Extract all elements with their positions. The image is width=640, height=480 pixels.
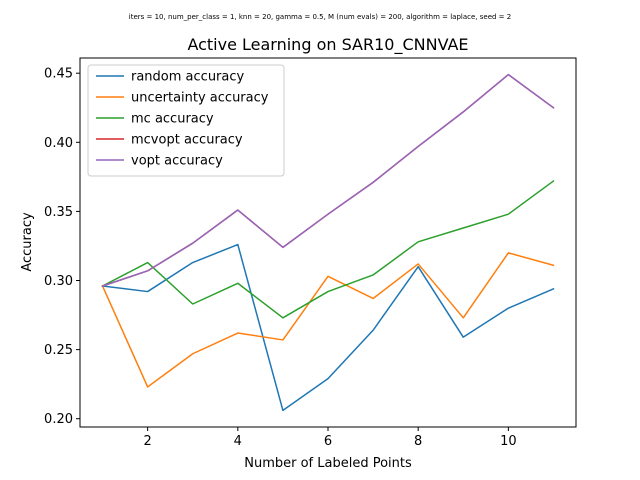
series-lines xyxy=(101,73,555,412)
y-tick-label: 0.35 xyxy=(44,205,73,220)
y-tick-label: 0.25 xyxy=(44,343,73,358)
series-line-uncertainty-accuracy xyxy=(101,252,555,388)
legend-box xyxy=(87,64,285,177)
legend-entry: vopt accuracy xyxy=(131,154,223,169)
legend-entry: uncertainty accuracy xyxy=(131,91,269,106)
y-tick-label: 0.40 xyxy=(44,136,73,151)
series-line-mc-accuracy xyxy=(101,179,555,319)
chart-title: Active Learning on SAR10_CNNVAE xyxy=(187,35,468,55)
x-tick-label: 2 xyxy=(143,434,151,449)
y-tick-label: 0.20 xyxy=(44,412,73,427)
legend-entry: mc accuracy xyxy=(131,112,214,127)
x-tick-label: 6 xyxy=(324,434,332,449)
x-tick-label: 8 xyxy=(414,434,422,449)
series-line-random-accuracy xyxy=(101,243,555,412)
chart-suptitle: iters = 10, num_per_class = 1, knn = 20,… xyxy=(129,13,511,21)
x-tick-label: 10 xyxy=(500,434,517,449)
y-tick-label: 0.30 xyxy=(44,274,73,289)
y-tick-label: 0.45 xyxy=(44,67,73,82)
legend-entry: random accuracy xyxy=(131,70,245,85)
x-tick-label: 4 xyxy=(234,434,242,449)
x-axis-ticks: 2 4 6 8 10 xyxy=(143,427,517,449)
legend-entry: mcvopt accuracy xyxy=(131,133,243,148)
series-line-vopt-accuracy xyxy=(101,73,555,287)
x-axis-label: Number of Labeled Points xyxy=(244,456,412,471)
y-axis-ticks: 0.20 0.25 0.30 0.35 0.40 0.45 xyxy=(44,67,80,427)
legend: random accuracy uncertainty accuracy mc ac… xyxy=(87,64,285,177)
y-axis-label: Accuracy xyxy=(20,212,35,272)
